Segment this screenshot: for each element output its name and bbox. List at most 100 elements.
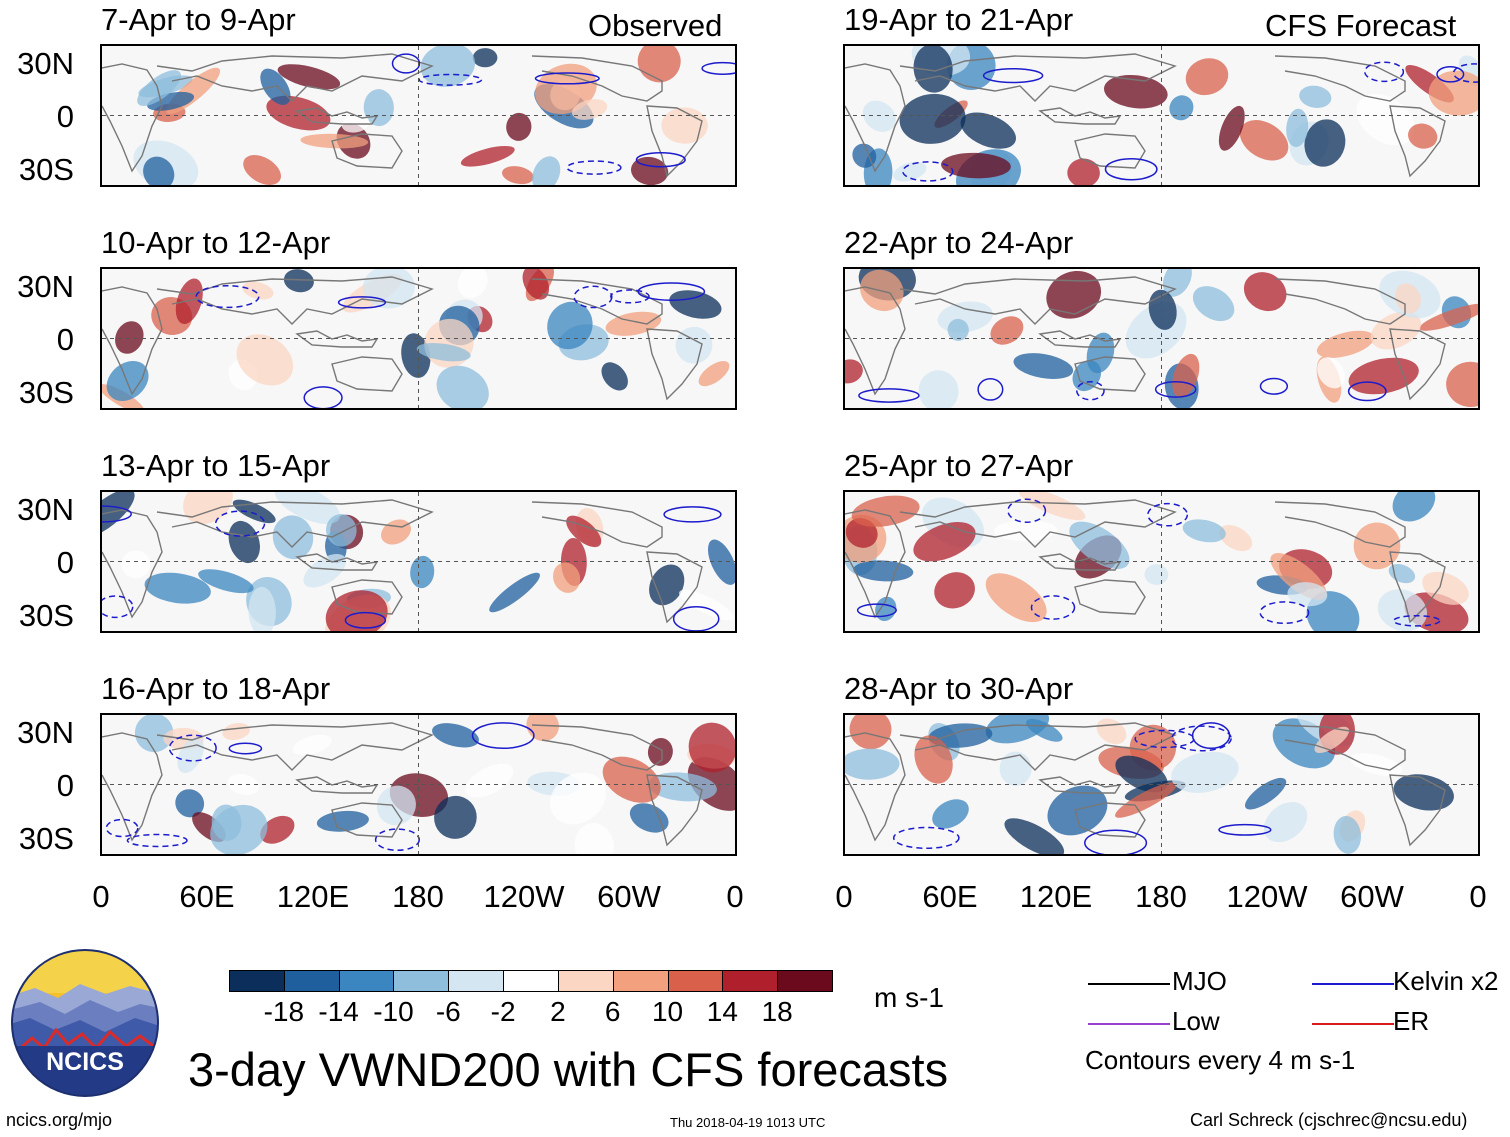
coastline xyxy=(899,722,1177,771)
coastline xyxy=(1389,551,1446,624)
anomaly-blob xyxy=(534,63,597,115)
anomaly-blob xyxy=(1299,85,1332,108)
colorbar-swatch xyxy=(667,970,724,992)
coastline xyxy=(531,501,663,548)
coastline xyxy=(156,722,434,771)
anomaly-blob xyxy=(1428,70,1478,116)
anomaly-blob xyxy=(1182,519,1226,543)
anomaly-blob xyxy=(1243,272,1287,312)
lat-label: 30S xyxy=(18,375,74,410)
panel-title-obs-4: 16-Apr to 18-Apr xyxy=(101,671,331,706)
coastline xyxy=(531,55,663,102)
kelvin-contour xyxy=(344,611,387,629)
coastline xyxy=(102,732,163,842)
anomaly-blob xyxy=(175,789,205,818)
kelvin-contour xyxy=(892,826,960,850)
lat-label: 30N xyxy=(17,715,74,750)
map-panel-forecast xyxy=(843,267,1480,410)
kelvin-contour xyxy=(374,828,420,852)
map-canvas xyxy=(102,492,735,631)
anomaly-blob xyxy=(376,785,416,826)
map-canvas xyxy=(102,269,735,408)
anomaly-blob xyxy=(1392,492,1436,522)
anomaly-blob xyxy=(303,554,347,588)
anomaly-blob xyxy=(675,326,713,364)
coastline xyxy=(1274,278,1406,325)
anomaly-blob xyxy=(913,522,976,562)
anomaly-blob xyxy=(1287,582,1328,607)
anomaly-blob xyxy=(862,100,896,132)
anomaly-blob xyxy=(852,143,877,168)
lat-label: 30N xyxy=(17,492,74,527)
colorbar-tick-label: -14 xyxy=(318,996,359,1027)
kelvin-contour xyxy=(701,61,735,75)
kelvin-contour xyxy=(303,386,343,408)
anomaly-blob xyxy=(1004,818,1065,854)
map-canvas xyxy=(845,269,1478,408)
anomaly-blob xyxy=(1192,286,1235,322)
kelvin-contour xyxy=(1452,63,1478,83)
lon-label: 120E xyxy=(1019,879,1093,914)
colorbar-tick-label: 10 xyxy=(651,996,684,1027)
anomaly-blob xyxy=(316,810,369,832)
legend-er-label: ER xyxy=(1393,1006,1430,1036)
coastline xyxy=(1389,774,1446,847)
anomaly-blob xyxy=(707,539,735,585)
colorbar-swatch xyxy=(448,970,505,992)
kelvin-contour xyxy=(102,505,132,523)
colorbar-swatch xyxy=(338,970,395,992)
anomaly-blob xyxy=(602,756,661,803)
anomaly-blob xyxy=(143,156,175,185)
map-panel-forecast xyxy=(843,44,1480,187)
coastline xyxy=(295,776,379,794)
coastline xyxy=(845,63,906,173)
kelvin-contour xyxy=(195,285,260,309)
coastline xyxy=(845,732,906,842)
anomaly-blob xyxy=(522,269,550,300)
anomaly-blob xyxy=(1115,755,1168,793)
anomaly-blob xyxy=(272,515,314,560)
kelvin-contour xyxy=(1104,157,1158,181)
anomaly-blob xyxy=(1046,270,1102,319)
anomaly-blob xyxy=(1218,105,1245,151)
kelvin-contour xyxy=(1084,829,1148,854)
coastline xyxy=(531,278,663,325)
anomaly-blob xyxy=(571,99,608,120)
legend-note: Contours every 4 m s-1 xyxy=(1085,1045,1356,1075)
anomaly-blob xyxy=(236,334,294,386)
anomaly-blob xyxy=(416,343,471,362)
anomaly-blob xyxy=(410,555,435,589)
anomaly-blob xyxy=(1069,521,1130,569)
colorbar-swatch xyxy=(557,970,614,992)
anomaly-blob xyxy=(1171,751,1239,793)
coastline xyxy=(295,330,379,348)
anomaly-blob xyxy=(1393,774,1454,811)
kelvin-contour xyxy=(1030,595,1076,620)
figure-title: 3-day VWND200 with CFS forecasts xyxy=(188,1043,949,1096)
kelvin-contour xyxy=(1171,725,1232,752)
kelvin-contour xyxy=(1134,729,1195,749)
anomaly-blob xyxy=(960,112,1016,149)
anomaly-blob xyxy=(849,715,892,750)
coastline xyxy=(646,774,703,847)
anomaly-blob xyxy=(1419,303,1478,331)
coastline xyxy=(1038,553,1122,571)
lat-label: 0 xyxy=(56,99,74,134)
anomaly-blob xyxy=(601,362,628,391)
colorbar-tick-label: -10 xyxy=(373,996,414,1027)
anomaly-blob xyxy=(1144,564,1169,585)
kelvin-contour xyxy=(672,605,720,631)
lat-label: 30S xyxy=(18,598,74,633)
anomaly-blob xyxy=(993,520,1058,541)
anomaly-blob xyxy=(228,520,260,564)
kelvin-contour xyxy=(126,833,188,848)
lon-label: 60E xyxy=(922,879,978,914)
anomaly-blob xyxy=(1239,120,1289,161)
colorbar-swatch xyxy=(229,970,285,992)
coastline xyxy=(295,553,379,571)
kelvin-contour xyxy=(637,282,706,301)
map-canvas xyxy=(102,46,735,185)
anomaly-blob xyxy=(436,365,489,408)
colorbar-tick-label: -2 xyxy=(490,996,516,1027)
anomaly-blob xyxy=(932,799,969,829)
